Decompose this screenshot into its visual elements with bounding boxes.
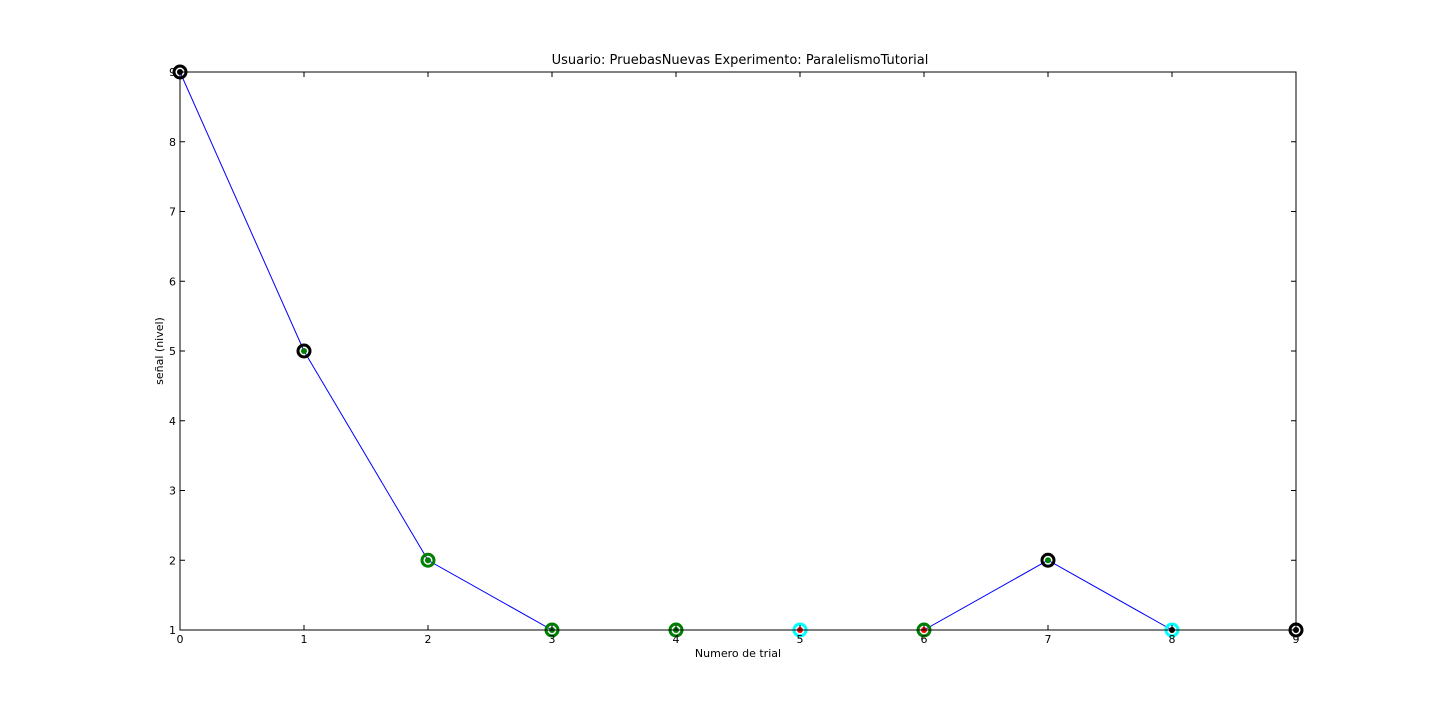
y-tick-label: 9 [169, 66, 176, 79]
x-tick-label: 3 [549, 633, 556, 646]
data-point-dot [1045, 557, 1051, 564]
y-tick-label: 6 [169, 275, 176, 288]
data-point-marker [296, 343, 312, 359]
y-tick-label: 7 [169, 206, 176, 219]
x-tick-label: 2 [425, 633, 432, 646]
x-tick-label: 0 [177, 633, 184, 646]
x-tick-label: 9 [1293, 633, 1300, 646]
y-tick-label: 8 [169, 136, 176, 149]
y-tick-label: 1 [169, 624, 176, 637]
y-tick-label: 3 [169, 485, 176, 498]
y-axis-label: señal (nivel) [153, 317, 166, 385]
x-tick-label: 7 [1045, 633, 1052, 646]
x-tick-label: 6 [921, 633, 928, 646]
x-tick-label: 1 [301, 633, 308, 646]
x-tick-label: 8 [1169, 633, 1176, 646]
y-tick-label: 4 [169, 415, 176, 428]
x-axis-label: Numero de trial [695, 647, 781, 660]
chart-title: Usuario: PruebasNuevas Experimento: Para… [552, 53, 929, 68]
data-point-marker [420, 552, 436, 568]
x-tick-label: 5 [797, 633, 804, 646]
y-tick-label: 2 [169, 554, 176, 567]
data-point-dot [425, 557, 431, 564]
data-point-dot [301, 348, 307, 354]
data-point-marker [1040, 552, 1056, 568]
y-tick-label: 5 [169, 345, 176, 358]
x-tick-label: 4 [673, 633, 680, 646]
